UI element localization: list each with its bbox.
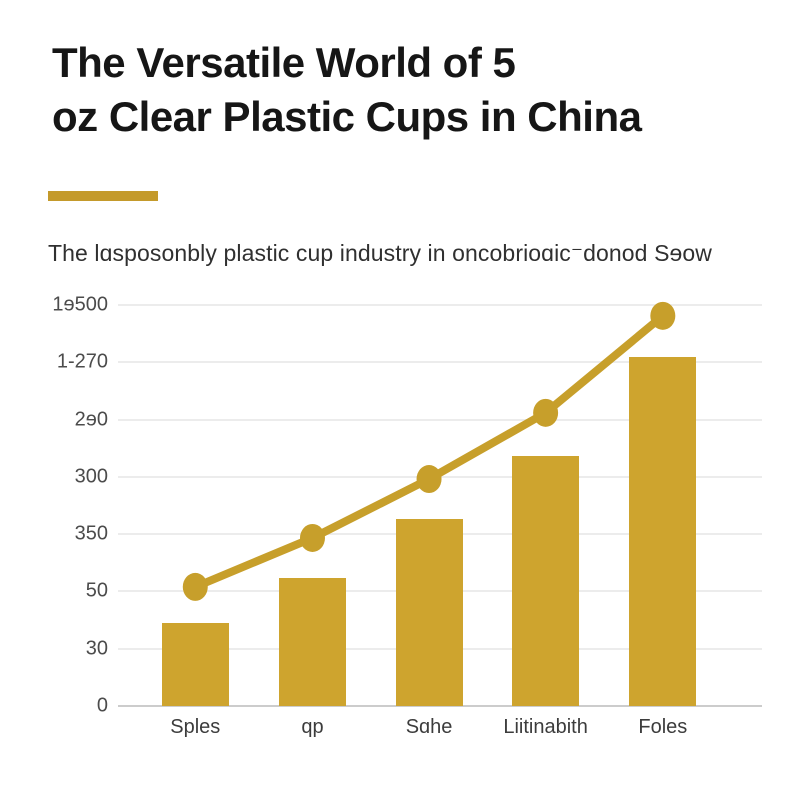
bar-qp [278, 578, 346, 706]
gridline [118, 361, 762, 364]
y-tick-label: 350 [74, 522, 108, 545]
y-tick-label: 300 [74, 465, 108, 488]
page-title: The Versatile World of 5 oz Clear Plasti… [52, 36, 762, 144]
x-axis-label: qp [301, 716, 324, 738]
y-tick-label: 1-270 [56, 350, 108, 373]
page-title-line2: oz Clear Plastic Cups in China [52, 93, 642, 140]
data-point-marker-qp [299, 523, 325, 552]
trend-line [193, 312, 666, 591]
x-axis-label: Foles [638, 716, 688, 738]
data-point-marker-Liitinabith [533, 398, 559, 427]
bar-Liitinabith [512, 456, 580, 706]
page-title-line1: The Versatile World of 5 [52, 39, 516, 86]
chart-subtitle: The lɑsposonbly plastic cup industry in … [48, 240, 713, 266]
y-tick-label: 50 [85, 579, 108, 602]
trend-line-layer [182, 301, 676, 601]
y-tick-label: 2ɘ0 [74, 408, 108, 431]
y-tick-label: 30 [85, 637, 108, 660]
y-tick-label: 1ɘ500 [52, 293, 108, 316]
bar-Foles [629, 357, 697, 706]
data-point-marker-Sɑhe [416, 465, 442, 494]
x-axis-label: Sples [170, 716, 221, 738]
gridline [118, 304, 762, 306]
x-axis-baseline [118, 705, 762, 707]
bar-Sɑhe [395, 519, 463, 706]
data-point-marker-Sples [182, 572, 208, 601]
gridline [118, 418, 762, 421]
data-point-marker-Foles [650, 301, 676, 330]
bar-Sples [161, 622, 229, 706]
x-axis-label: Liitinabith [503, 716, 588, 738]
x-axis-label: Sɑhe [405, 716, 453, 738]
y-tick-label: 0 [96, 694, 108, 717]
title-accent-bar [48, 191, 158, 201]
